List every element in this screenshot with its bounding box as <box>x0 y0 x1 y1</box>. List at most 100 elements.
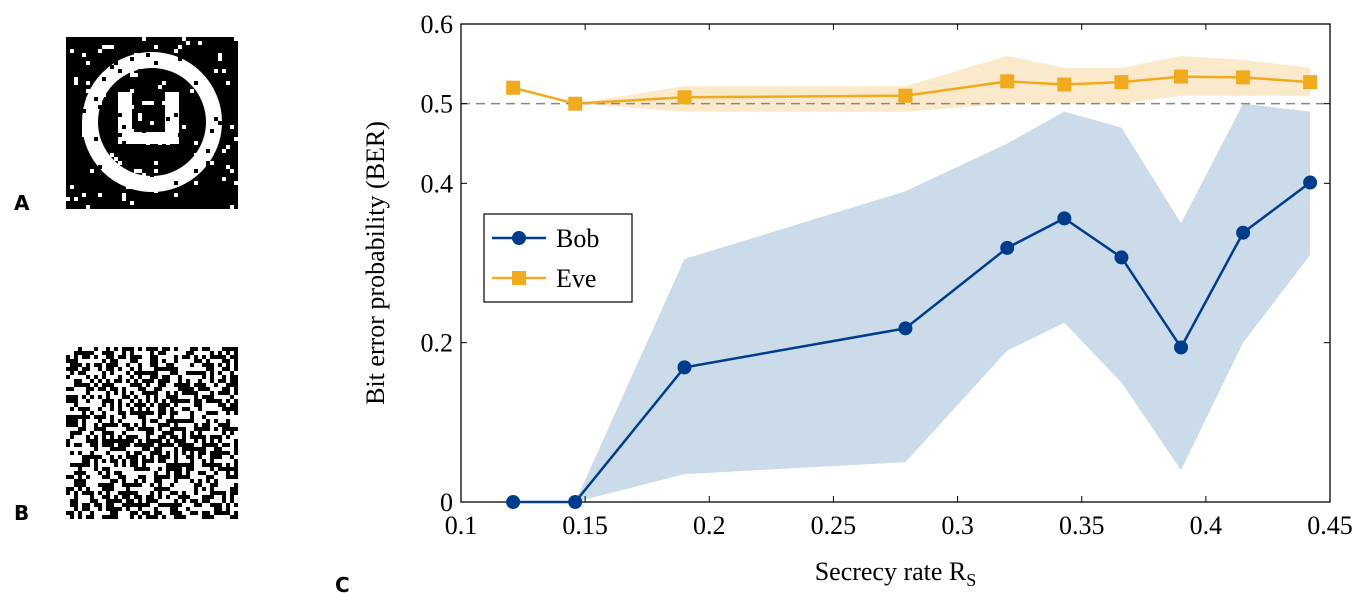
pixel <box>118 367 122 371</box>
pixel <box>90 515 94 519</box>
pixel <box>210 411 214 415</box>
pixel <box>74 471 78 475</box>
pixel <box>214 491 218 495</box>
pixel <box>74 77 78 81</box>
pixel <box>210 475 214 479</box>
pixel <box>182 37 186 41</box>
pixel <box>194 359 198 363</box>
pixel <box>142 467 146 471</box>
pixel <box>150 351 154 355</box>
pixel <box>202 161 206 165</box>
pixel <box>190 467 194 471</box>
pixel <box>102 483 106 487</box>
pixel <box>174 507 178 511</box>
pixel <box>134 169 138 173</box>
pixel <box>150 495 154 499</box>
pixel <box>226 471 230 475</box>
pixel <box>210 371 214 375</box>
pixel <box>94 467 98 471</box>
pixel <box>150 101 154 105</box>
pixel <box>110 503 114 507</box>
pixel <box>106 383 110 387</box>
pixel <box>102 475 106 479</box>
pixel <box>106 363 110 367</box>
pixel <box>210 363 214 367</box>
pixel <box>158 439 162 443</box>
pixel <box>94 375 98 379</box>
pixel <box>98 455 102 459</box>
pixel <box>214 443 218 447</box>
pixel <box>226 467 230 471</box>
pixel <box>114 511 118 515</box>
pixel <box>226 407 230 411</box>
pixel <box>138 169 142 173</box>
pixel <box>78 487 82 491</box>
pixel <box>138 495 142 499</box>
pixel <box>154 359 158 363</box>
pixel <box>126 451 130 455</box>
pixel <box>162 459 166 463</box>
series-line <box>512 75 1311 105</box>
pixel <box>158 379 162 383</box>
pixel <box>114 507 118 511</box>
pixel <box>106 423 110 427</box>
pixel <box>170 491 174 495</box>
pixel <box>126 347 130 351</box>
pixel <box>98 387 102 391</box>
pixel <box>182 515 186 519</box>
pixel <box>138 403 142 407</box>
pixel <box>230 205 234 209</box>
pixel <box>98 193 102 197</box>
pixel <box>214 463 218 467</box>
pixel <box>150 427 154 431</box>
pixel <box>146 431 150 435</box>
legend-marker <box>512 231 526 245</box>
pixel <box>110 435 114 439</box>
pixel <box>110 439 114 443</box>
pixel <box>182 435 186 439</box>
pixel <box>206 363 210 367</box>
pixel <box>174 451 178 455</box>
pixel <box>186 495 190 499</box>
pixel <box>142 77 146 81</box>
pixel <box>222 177 226 181</box>
pixel <box>226 463 230 467</box>
pixel <box>186 399 190 403</box>
pixel <box>66 395 70 399</box>
marker <box>1114 250 1129 265</box>
pixel <box>134 371 138 375</box>
pixel <box>230 169 234 173</box>
pixel <box>114 363 118 367</box>
pixel <box>174 383 178 387</box>
pixel <box>234 391 238 395</box>
pixel <box>234 157 238 161</box>
pixel <box>154 471 158 475</box>
pixel <box>122 125 126 129</box>
pixel <box>134 459 138 463</box>
pixel <box>194 503 198 507</box>
pixel <box>150 419 154 423</box>
pixel <box>174 395 178 399</box>
pixel <box>178 57 182 61</box>
pixel <box>154 419 158 423</box>
pixel <box>154 161 158 165</box>
pixel <box>114 515 118 519</box>
pixel <box>158 487 162 491</box>
pixel <box>66 443 70 447</box>
pixel <box>78 475 82 479</box>
pixel <box>82 491 86 495</box>
marker <box>1174 340 1189 355</box>
pixel <box>154 169 158 173</box>
pixel <box>162 379 166 383</box>
pixel <box>126 395 130 399</box>
pixel <box>122 495 126 499</box>
pixel <box>170 467 174 471</box>
pixel <box>126 371 130 375</box>
pixel <box>202 511 206 515</box>
pixel <box>82 471 86 475</box>
pixel <box>94 463 98 467</box>
pixel <box>74 351 78 355</box>
pixel <box>134 383 138 387</box>
pixel <box>182 173 186 177</box>
y-tick-label: 0.2 <box>421 329 454 358</box>
